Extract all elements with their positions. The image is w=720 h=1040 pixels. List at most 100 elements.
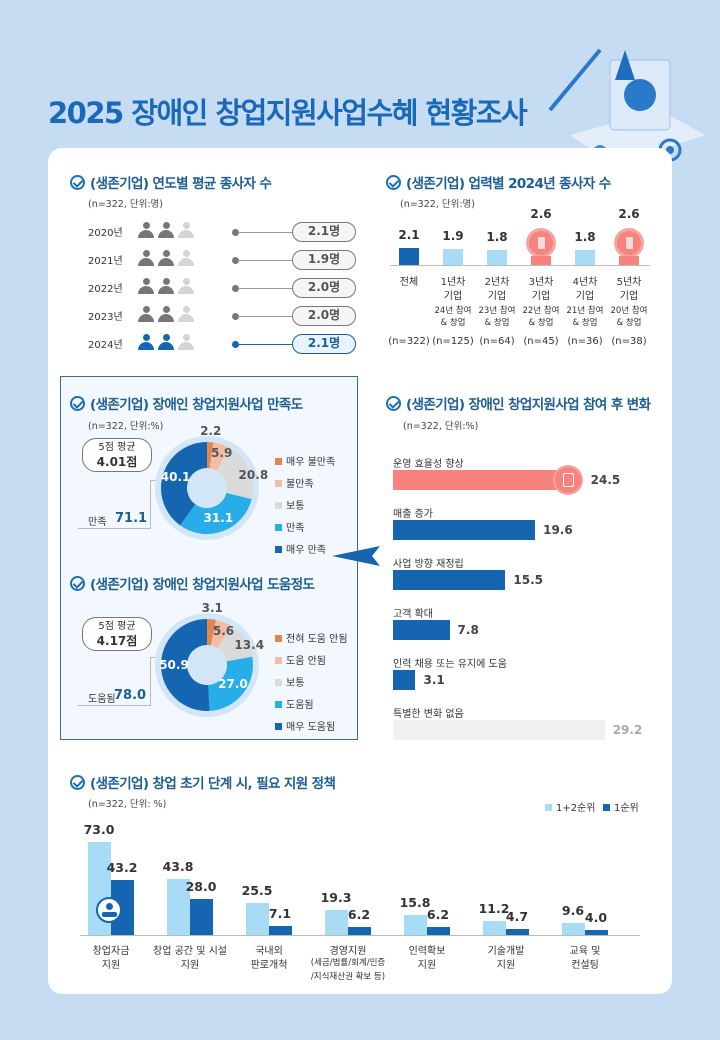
people-icons: [138, 278, 198, 299]
value-label: 15.5: [513, 573, 543, 587]
person-icon: [138, 278, 154, 295]
value-label: 19.3: [320, 890, 352, 906]
person-icon: [138, 306, 154, 323]
value-label: 7.8: [457, 623, 479, 637]
value-label: 28.0: [185, 879, 217, 895]
value-label: 4.7: [505, 909, 529, 925]
legend-item: 매우 만족: [275, 541, 326, 556]
section-title-changes: (생존기업) 장애인 창업지원사업 참여 후 변화: [386, 393, 651, 413]
category-label: 3년차: [528, 277, 554, 288]
slice-label: 27.0: [218, 677, 248, 692]
bar: [393, 670, 416, 690]
bar: [190, 899, 213, 935]
coin-shape: [106, 903, 113, 910]
arrow-right-icon: [332, 546, 380, 566]
marker-dot: [232, 285, 239, 292]
bar: [483, 920, 506, 935]
person-icon: [158, 334, 174, 351]
sub-label: 23년 참여: [478, 306, 516, 316]
value-pill: 2.1명: [292, 334, 356, 354]
check-icon: [386, 175, 401, 190]
bar: [393, 620, 450, 640]
legend-label: 보통: [286, 678, 305, 689]
donut-slice: [207, 619, 216, 646]
people-icons: [138, 222, 198, 243]
average-label: 5점 평균: [98, 442, 136, 453]
value-pill: 2.0명: [292, 306, 356, 326]
average-value: 4.17점: [96, 634, 138, 648]
person-icon: [178, 278, 194, 295]
check-icon: [386, 396, 401, 411]
people-icons: [138, 306, 198, 327]
category-label: 매출 증가: [393, 509, 433, 520]
section-title-yearly-employees: (생존기업) 연도별 평균 종사자 수: [70, 172, 272, 192]
category-label: 운영 효율성 향상: [393, 459, 464, 470]
bar: [348, 927, 371, 935]
value-label: 1.8: [486, 230, 508, 245]
category-label: 컨설팅: [571, 960, 599, 971]
value-label: 1.9: [442, 229, 464, 244]
people-icons: [138, 334, 198, 355]
legend-swatch: [275, 502, 282, 509]
year-label: 2022년: [88, 284, 123, 295]
slice-label: 3.1: [201, 601, 223, 616]
value-label: 2.6: [618, 207, 640, 221]
slice-label: 31.1: [203, 510, 234, 525]
check-icon: [70, 175, 85, 190]
value-label: 11.2: [478, 900, 510, 916]
bar: [111, 880, 134, 935]
section-title-helpfulness: (생존기업) 장애인 창업지원사업 도움정도: [70, 573, 315, 593]
person-icon: [178, 250, 194, 267]
category-label: 기업: [487, 291, 507, 302]
category-label: 창업자금: [92, 946, 130, 957]
bar: [585, 929, 608, 935]
sub-label: 22년 참여: [522, 306, 560, 316]
category-label: 창업 공간 및 시설: [153, 946, 227, 957]
marker-dot: [232, 341, 239, 348]
value-label: 2.1: [398, 227, 420, 242]
bar: [246, 902, 269, 935]
connector-line: [238, 288, 293, 289]
value-label: 19.6: [543, 523, 573, 537]
bar: [393, 470, 571, 490]
divider: [150, 657, 151, 706]
divider: [78, 705, 150, 706]
sub-label: & 창업: [440, 318, 466, 328]
bar: [506, 929, 529, 935]
bar: [487, 250, 507, 265]
sample-size: (n=38): [611, 336, 647, 347]
value-pill: 2.1명: [292, 222, 356, 242]
person-icon: [138, 250, 154, 267]
bar: [393, 720, 605, 740]
legend-label: 매우 도움됨: [286, 722, 336, 733]
value-label: 43.8: [162, 859, 194, 875]
donut-slice: [180, 492, 252, 534]
legend-label: 1+2순위: [556, 803, 596, 814]
value-label: 2.6: [530, 207, 552, 221]
average-label: 5점 평균: [98, 621, 136, 632]
sub-label: 21년 참여: [566, 306, 604, 316]
category-label: 사업 방향 재정립: [393, 559, 464, 570]
category-label: 4년차: [572, 277, 598, 288]
bar: [619, 256, 639, 265]
value-label: 73.0: [83, 822, 115, 838]
sum-value: 78.0: [114, 688, 147, 703]
donut-slice: [160, 619, 210, 711]
title-text: (생존기업) 연도별 평균 종사자 수: [90, 176, 272, 192]
donut-chart: [155, 613, 259, 717]
note: (n=322, 단위:%): [88, 421, 164, 432]
legend-label: 도움됨: [286, 700, 314, 711]
value-label: 4.0: [584, 909, 608, 925]
person-icon: [178, 306, 194, 323]
bar: [575, 250, 595, 265]
slice-label: 20.8: [238, 468, 269, 483]
category-label: 5년차: [616, 277, 642, 288]
title-text: (생존기업) 장애인 창업지원사업 만족도: [90, 397, 303, 413]
year-label: 2021년: [88, 256, 123, 267]
building-pin-icon: [614, 228, 644, 258]
person-icon: [158, 278, 174, 295]
category-label: 특별한 변화 없음: [393, 709, 464, 720]
title-text: (생존기업) 장애인 창업지원사업 참여 후 변화: [406, 397, 651, 413]
value-label: 15.8: [399, 894, 431, 910]
category-label: 인력 채용 또는 유지에 도움: [393, 659, 507, 670]
